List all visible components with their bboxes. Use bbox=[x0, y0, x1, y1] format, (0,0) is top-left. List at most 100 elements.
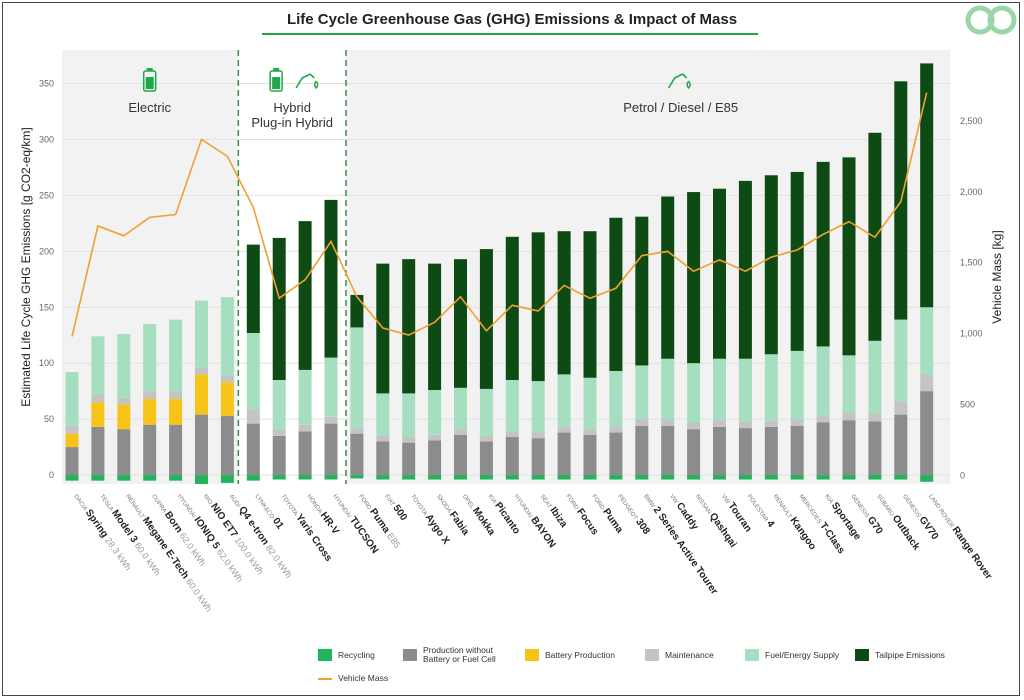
bar-segment-3-18 bbox=[531, 432, 545, 439]
bar-segment-0-11 bbox=[350, 475, 364, 479]
bar-segment-4-31 bbox=[868, 340, 882, 414]
bar-segment-0-5 bbox=[195, 475, 208, 484]
y2-tick-label: 0 bbox=[960, 470, 965, 480]
y2-tick-label: 2,000 bbox=[960, 187, 983, 197]
bar-segment-0-8 bbox=[272, 475, 286, 480]
category-name: Kangoo bbox=[788, 515, 818, 552]
y2-tick-label: 1,000 bbox=[960, 329, 983, 339]
bar-segment-5-7 bbox=[246, 244, 260, 333]
group-label-2: Petrol / Diesel / E85 bbox=[623, 100, 738, 115]
bar-segment-1-11 bbox=[350, 433, 364, 476]
bar-segment-0-29 bbox=[816, 475, 830, 480]
bar-segment-4-0 bbox=[65, 372, 79, 426]
y-tick-label: 50 bbox=[44, 414, 54, 424]
bar-segment-5-18 bbox=[531, 232, 545, 382]
bar-segment-5-16 bbox=[479, 249, 493, 389]
bar-segment-1-7 bbox=[246, 423, 260, 476]
bar-segment-3-6 bbox=[220, 375, 234, 383]
category-label: HYUNDAI BAYON bbox=[512, 491, 558, 550]
legend-label: Tailpipe Emissions bbox=[875, 649, 945, 660]
bar-segment-1-19 bbox=[557, 432, 571, 476]
category-name: Range Rover bbox=[950, 525, 994, 582]
bar-segment-0-9 bbox=[298, 475, 312, 480]
battery-icon bbox=[142, 68, 157, 92]
category-brand: LYNK&CO bbox=[254, 494, 276, 522]
bar-segment-4-11 bbox=[350, 327, 364, 429]
category-brand: TOYOTA bbox=[409, 494, 429, 518]
category-brand: GENESIS bbox=[849, 494, 870, 521]
category-subtext: 60.0 kWh bbox=[183, 575, 214, 614]
bar-segment-1-31 bbox=[868, 421, 882, 476]
bar-segment-1-24 bbox=[687, 429, 701, 476]
bar-segment-5-14 bbox=[428, 263, 442, 391]
bar-segment-4-3 bbox=[143, 324, 157, 392]
fuel-nozzle-icon bbox=[295, 73, 319, 89]
category-name: Megane E-Tech bbox=[140, 515, 191, 581]
bar-segment-4-5 bbox=[195, 300, 208, 368]
bar-segment-3-10 bbox=[324, 416, 338, 424]
legend-swatch bbox=[645, 649, 659, 661]
bar-segment-1-22 bbox=[635, 425, 649, 476]
category-brand: HYUNDAI bbox=[331, 494, 352, 521]
bar-segment-1-30 bbox=[842, 420, 856, 476]
bar-segment-4-12 bbox=[376, 393, 390, 436]
bar-segment-3-7 bbox=[246, 409, 260, 424]
legend-item: Vehicle Mass bbox=[318, 674, 388, 683]
bar-segment-4-15 bbox=[454, 387, 467, 430]
bar-segment-5-10 bbox=[324, 199, 338, 358]
bar-segment-2-1 bbox=[91, 402, 105, 427]
bar-segment-5-23 bbox=[661, 196, 675, 359]
bar-segment-0-4 bbox=[169, 475, 183, 481]
legend-swatch bbox=[745, 649, 759, 661]
bar-segment-5-20 bbox=[583, 231, 597, 378]
bar-segment-2-2 bbox=[117, 404, 131, 430]
bar-segment-2-6 bbox=[220, 382, 234, 416]
legend-label: Production without Battery or Fuel Cell bbox=[423, 645, 496, 664]
legend-item: Maintenance bbox=[645, 649, 714, 661]
y-tick-label: 350 bbox=[39, 79, 54, 89]
vehicle-mass-line bbox=[71, 92, 928, 337]
legend-label: Battery Production bbox=[545, 649, 615, 660]
bar-segment-0-1 bbox=[91, 475, 105, 481]
title-underline bbox=[262, 33, 758, 35]
category-subtext: E85 bbox=[384, 529, 403, 550]
legend-item: Battery Production bbox=[525, 649, 615, 661]
bar-segment-1-1 bbox=[91, 426, 105, 476]
bar-segment-0-2 bbox=[117, 475, 131, 481]
ghg-chart: Electric Hybrid Plug-in Hybrid Petrol / Die… bbox=[19, 50, 1004, 614]
category-label: FIAT 500 bbox=[382, 491, 409, 523]
battery-icon bbox=[269, 68, 283, 92]
bar-segment-4-29 bbox=[816, 346, 830, 416]
bar-segment-1-15 bbox=[454, 434, 467, 476]
bar-segment-4-17 bbox=[505, 379, 519, 432]
bar-segment-1-16 bbox=[479, 441, 493, 476]
bar-segment-1-20 bbox=[583, 434, 597, 476]
bar-segment-0-31 bbox=[868, 475, 882, 480]
bar-segment-3-22 bbox=[635, 419, 649, 426]
legend-item: Fuel/Energy Supply bbox=[745, 649, 839, 661]
bar-segment-0-23 bbox=[661, 475, 675, 480]
bar-segment-4-8 bbox=[272, 379, 286, 430]
y2-tick-label: 1,500 bbox=[960, 258, 983, 268]
category-brand: VW bbox=[668, 494, 679, 507]
bar-segment-0-10 bbox=[324, 475, 338, 480]
bar-segment-5-30 bbox=[842, 157, 856, 356]
bar-segment-3-16 bbox=[479, 435, 493, 442]
bar-segment-3-12 bbox=[376, 435, 390, 442]
bar-segment-1-23 bbox=[661, 425, 675, 476]
legend-item: Recycling bbox=[318, 649, 375, 661]
category-brand: NISSAN bbox=[694, 494, 713, 517]
category-name: Ibiza bbox=[547, 505, 569, 530]
bar-segment-3-11 bbox=[350, 428, 364, 434]
bar-segment-0-17 bbox=[505, 475, 519, 480]
group-label-0: Electric bbox=[128, 100, 171, 115]
category-label: HYUNDAI TUCSON bbox=[331, 491, 381, 555]
bar-segment-0-28 bbox=[790, 475, 804, 480]
bar-segment-3-17 bbox=[505, 431, 519, 438]
legend-swatch bbox=[318, 649, 332, 661]
bar-segment-3-15 bbox=[454, 429, 467, 435]
legend-item: Production without Battery or Fuel Cell bbox=[403, 646, 496, 664]
bar-segment-1-12 bbox=[376, 441, 390, 476]
bar-segment-4-24 bbox=[687, 363, 701, 423]
bar-segment-0-22 bbox=[635, 475, 649, 480]
